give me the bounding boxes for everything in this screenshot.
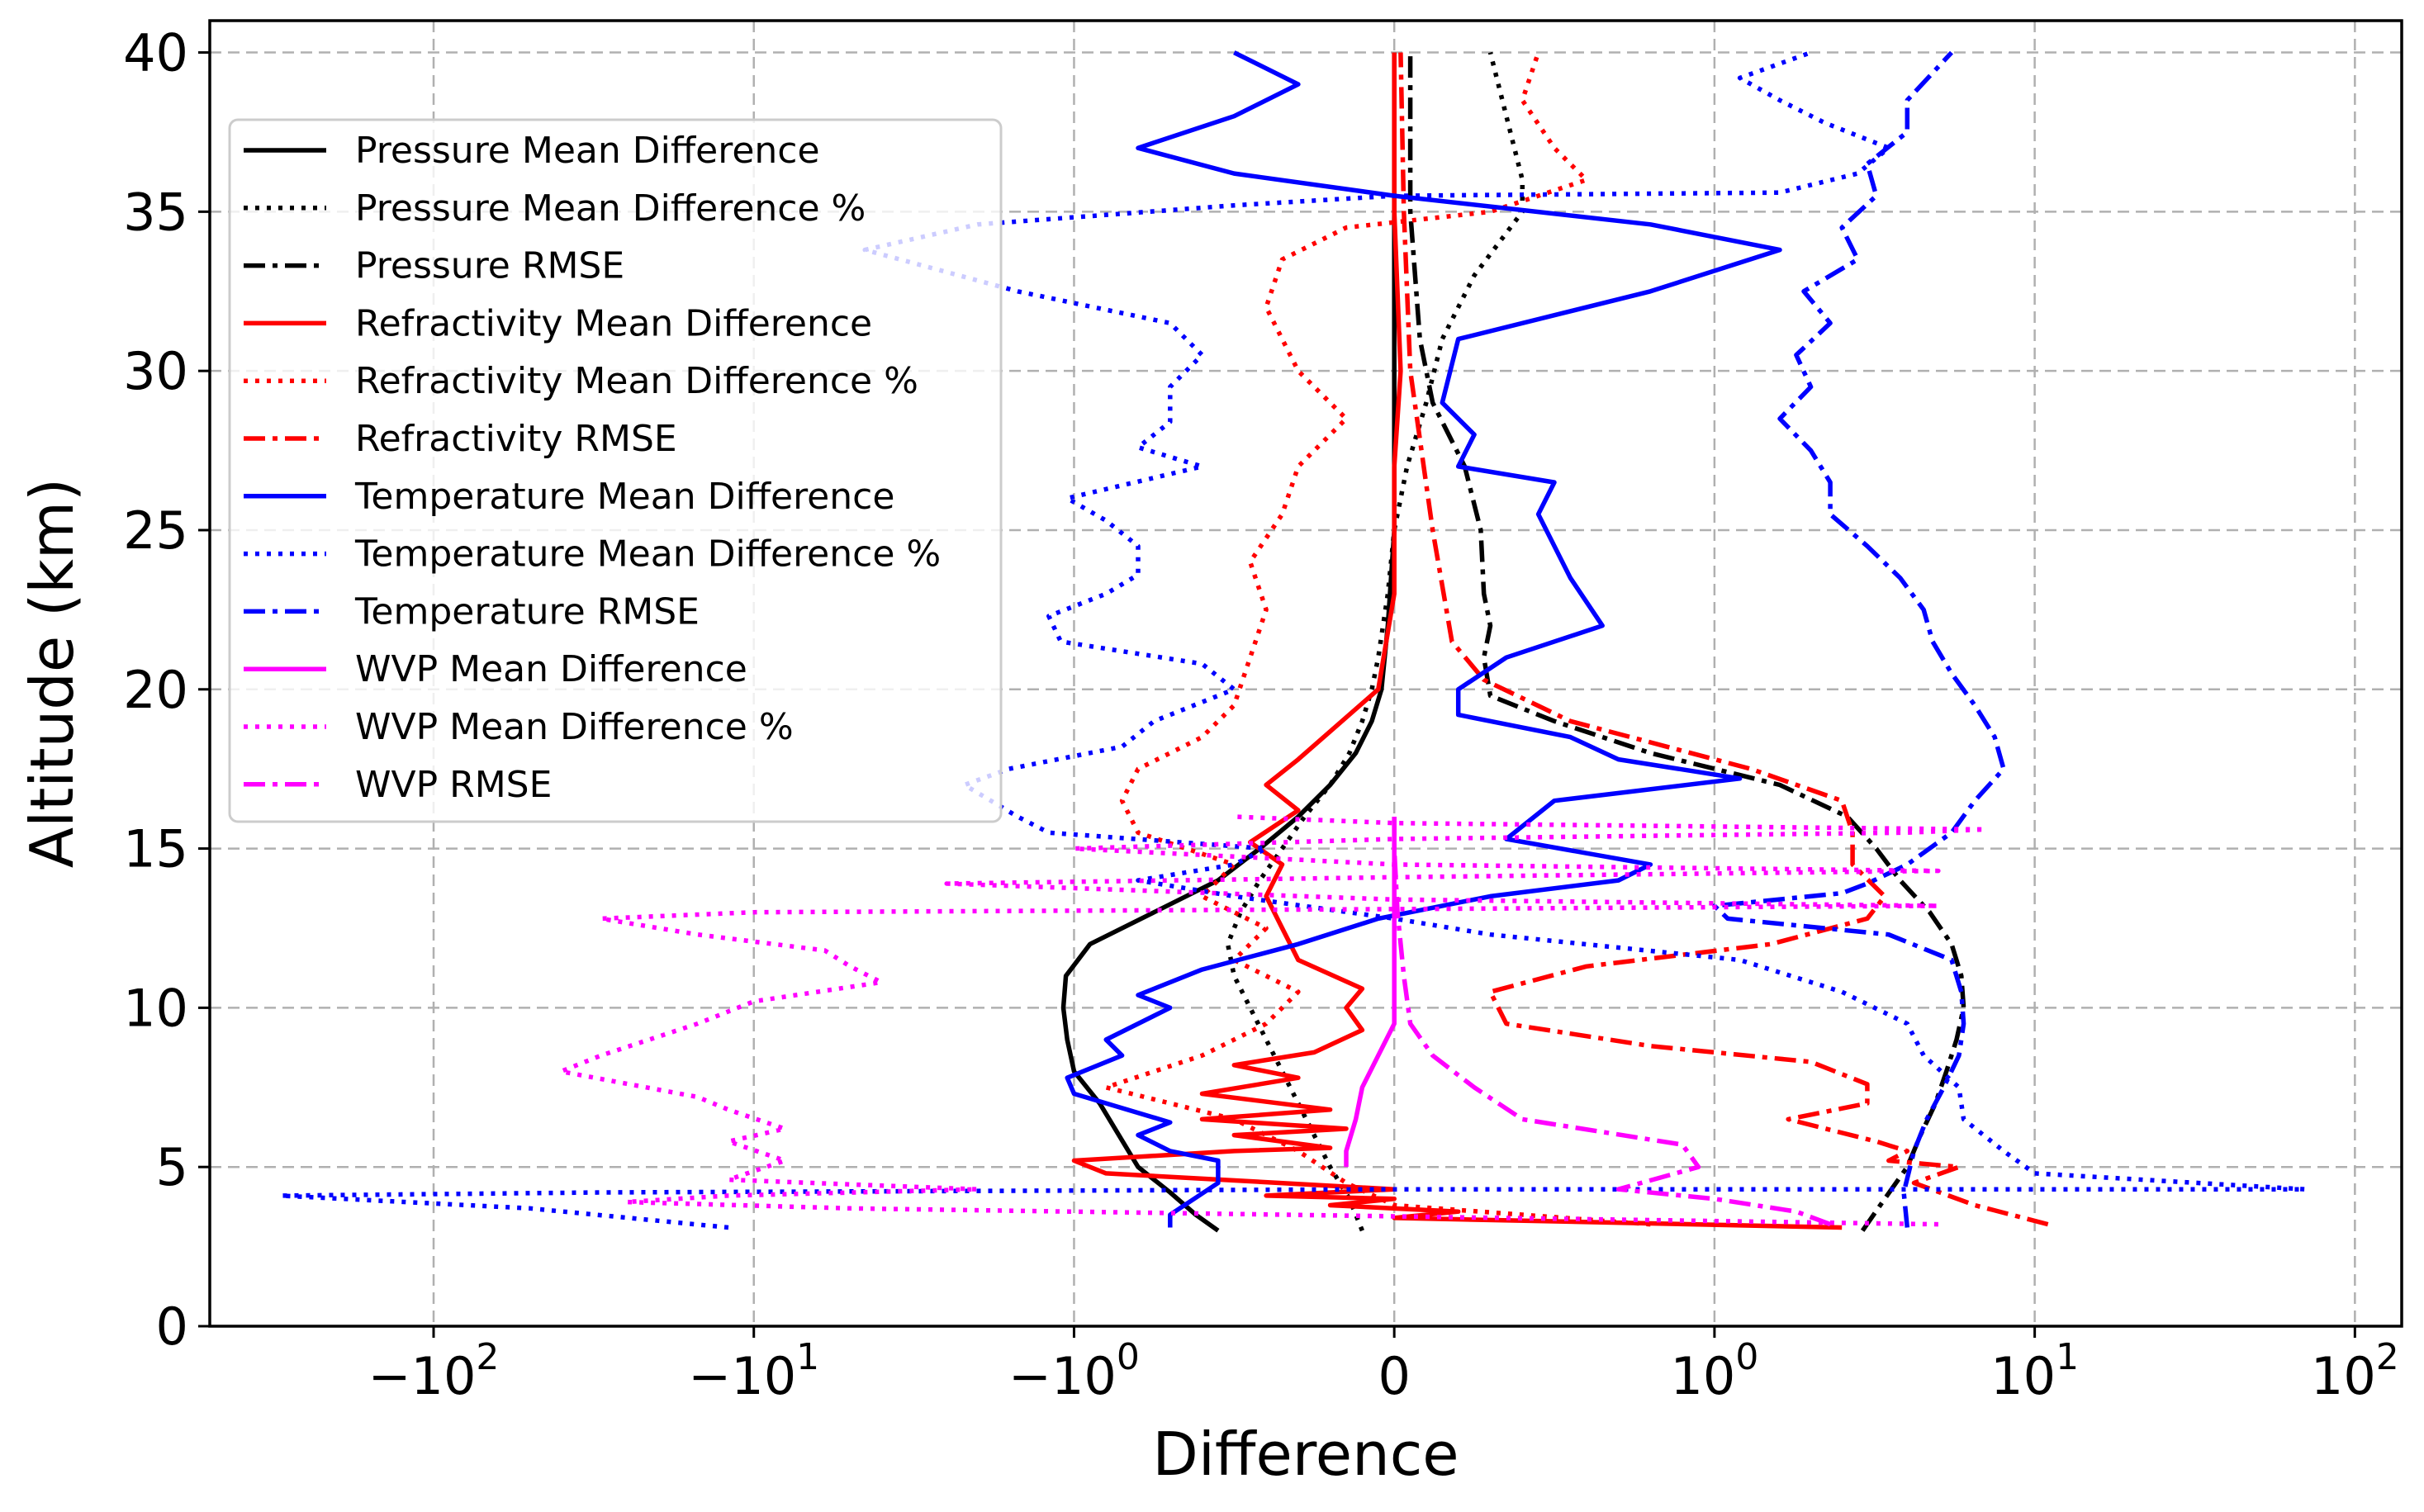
- plot-frame: [208, 19, 2403, 1328]
- series-wvp-mean-difference-pct: [558, 814, 1988, 1227]
- x-axis-label: Difference: [1152, 1420, 1459, 1489]
- legend-label: WVP Mean Difference %: [355, 706, 794, 748]
- legend-label: WVP RMSE: [355, 764, 552, 806]
- y-axis-ticks: 0 5 10 15 20 25 30 35 40: [123, 23, 210, 1357]
- y-tick-label: 20: [123, 660, 188, 720]
- series-wvp-mean-difference: [1344, 817, 1397, 1168]
- y-axis-label: Altitude (km): [17, 478, 87, 868]
- legend: Pressure Mean Difference Pressure Mean Di…: [228, 118, 1003, 823]
- legend-label: Refractivity Mean Difference: [355, 302, 872, 344]
- legend-label: Pressure Mean Difference: [355, 130, 820, 172]
- series-pressure-mean-difference-pct: [1225, 51, 1525, 1232]
- legend-label: Temperature RMSE: [354, 590, 700, 633]
- series-refractivity-rmse: [1398, 52, 2049, 1227]
- x-tick-label: 100: [1670, 1336, 1758, 1406]
- y-tick-label: 35: [123, 182, 188, 242]
- legend-label: Refractivity Mean Difference %: [355, 360, 918, 402]
- legend-label: Temperature Mean Difference: [354, 476, 894, 518]
- series-temperature-mean-difference: [1065, 50, 1782, 1228]
- series-refractivity-mean-difference-pct: [1103, 51, 1651, 1227]
- x-tick-label: 102: [2311, 1336, 2399, 1406]
- series-temperature-rmse: [1712, 50, 2006, 1228]
- x-tick-label: −102: [368, 1336, 500, 1406]
- y-tick-label: 0: [156, 1296, 188, 1357]
- y-tick-label: 30: [123, 341, 188, 401]
- x-tick-label: 0: [1378, 1346, 1410, 1406]
- x-axis-ticks: −102 −101 −100 0 100 101 102: [368, 1326, 2399, 1406]
- x-tick-label: 101: [1990, 1336, 2079, 1406]
- legend-label: WVP Mean Difference: [355, 648, 747, 690]
- series-wvp-rmse: [1392, 817, 1832, 1227]
- y-tick-label: 15: [123, 819, 188, 879]
- x-tick-label: −101: [688, 1336, 819, 1406]
- legend-label: Pressure RMSE: [355, 245, 624, 287]
- x-tick-label: −100: [1008, 1336, 1140, 1406]
- y-tick-label: 10: [123, 978, 188, 1038]
- y-tick-label: 5: [156, 1137, 188, 1197]
- legend-label: Refractivity RMSE: [355, 418, 677, 460]
- legend-frame: [228, 118, 1003, 823]
- legend-label: Temperature Mean Difference %: [354, 533, 941, 576]
- legend-label: Pressure Mean Difference %: [355, 187, 866, 230]
- y-tick-label: 40: [123, 23, 188, 83]
- y-tick-label: 25: [123, 500, 188, 561]
- series-layer: [278, 50, 2308, 1233]
